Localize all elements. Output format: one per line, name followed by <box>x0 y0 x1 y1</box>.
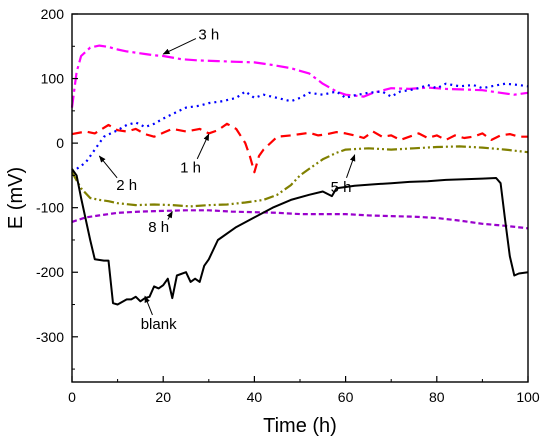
annotation-arrow <box>166 210 173 220</box>
y-tick-label: -300 <box>36 329 64 345</box>
annotation-label: 5 h <box>331 179 352 196</box>
y-axis-title: E (mV) <box>5 167 27 229</box>
y-tick-label: 100 <box>41 71 65 87</box>
x-axis-title: Time (h) <box>263 415 337 437</box>
annotation-label: 3 h <box>198 27 219 44</box>
annotation-label: 2 h <box>116 177 137 194</box>
annotation-label: 8 h <box>148 219 169 236</box>
series-line-2-h <box>71 82 529 174</box>
y-tick-label: 0 <box>56 135 64 151</box>
annotation-arrow <box>144 295 153 316</box>
series-line-8-h <box>71 209 529 230</box>
annotation-arrow <box>162 38 197 55</box>
y-tick-label: -100 <box>36 200 64 216</box>
y-tick-label: -200 <box>36 264 64 280</box>
x-tick-label: 0 <box>68 389 76 405</box>
annotation-arrow <box>98 155 118 179</box>
annotation-label: 1 h <box>180 160 201 177</box>
series-line-1-h <box>71 122 528 174</box>
x-tick-label: 80 <box>429 389 445 405</box>
x-tick-label: 60 <box>338 389 354 405</box>
y-tick-label: 200 <box>41 6 65 22</box>
annotation-arrow <box>346 154 356 178</box>
x-tick-label: 100 <box>516 389 540 405</box>
annotation-layer: 3 h 2 h 1 h 5 h 8 h blank <box>98 27 356 333</box>
annotation-arrow <box>196 133 210 160</box>
series-layer <box>70 44 529 306</box>
series-line-3-h <box>70 44 529 108</box>
series-line-5-h <box>71 145 529 208</box>
annotation-label: blank <box>141 316 177 333</box>
tick-layer: 0 20 40 60 80 100 200 100 0 -100 -200 -300 <box>36 6 540 405</box>
x-tick-label: 40 <box>247 389 263 405</box>
x-tick-label: 20 <box>155 389 171 405</box>
series-line-blank <box>71 168 529 306</box>
